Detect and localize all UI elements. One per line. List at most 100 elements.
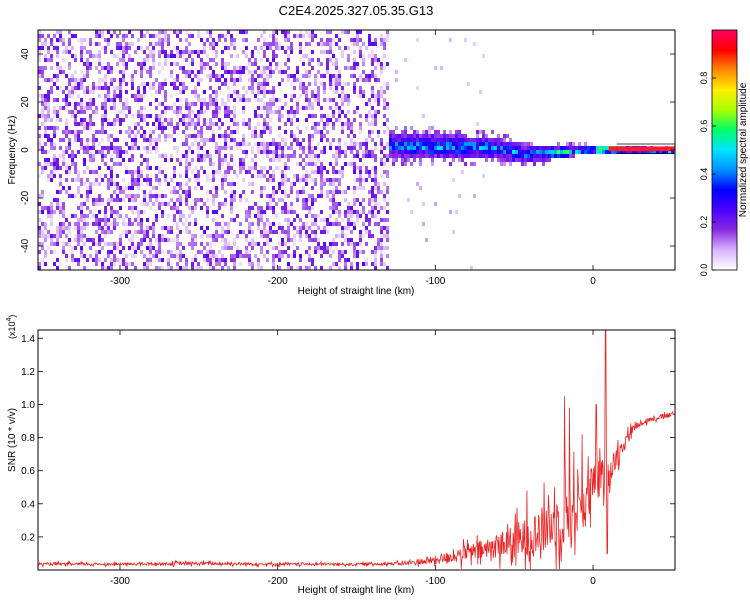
spectrogram-cell <box>482 54 485 58</box>
spectrogram-cell <box>212 130 215 134</box>
spectrogram-cell <box>230 190 233 194</box>
spectrogram-cell <box>128 58 131 62</box>
spectrogram-cell <box>218 222 221 226</box>
spectrogram-cell <box>140 222 143 226</box>
spectrogram-cell <box>281 178 284 182</box>
spectrogram-cell <box>104 206 107 210</box>
spectrogram-cell <box>242 190 245 194</box>
spectrogram-cell <box>335 66 338 70</box>
spectrogram-cell <box>206 126 209 130</box>
spectrogram-cell <box>95 214 98 218</box>
spectrogram-cell <box>404 154 407 158</box>
spectrogram-cell <box>302 34 305 38</box>
spectrogram-cell <box>299 146 302 150</box>
spectrogram-cell <box>38 138 41 142</box>
spectrogram-cell <box>272 50 275 54</box>
spectrogram-cell <box>572 154 575 158</box>
spectrogram-cell <box>173 102 176 106</box>
spectrogram-cell <box>38 234 41 238</box>
spectrogram-cell <box>119 234 122 238</box>
spectrogram-cell <box>263 118 266 122</box>
spectrogram-cell <box>569 154 572 158</box>
spectrogram-cell <box>164 34 167 38</box>
spectrogram-cell <box>269 194 272 198</box>
spectrogram-cell <box>173 186 176 190</box>
spectrogram-cell <box>296 174 299 178</box>
spectrogram-cell <box>374 258 377 262</box>
spectrogram-cell <box>302 138 305 142</box>
spectrogram-cell <box>188 74 191 78</box>
spectrogram-cell <box>335 186 338 190</box>
spectrogram-cell <box>92 258 95 262</box>
spectrogram-cell <box>374 122 377 126</box>
spectrogram-cell <box>314 34 317 38</box>
spectrogram-cell <box>125 50 128 54</box>
spectrogram-cell <box>170 266 173 270</box>
spectrogram-cell <box>56 46 59 50</box>
spectrogram-cell <box>338 170 341 174</box>
spectrogram-cell <box>473 150 476 154</box>
spectrogram-cell <box>377 246 380 250</box>
spectrogram-cell <box>257 50 260 54</box>
spectrogram-cell <box>260 194 263 198</box>
spectrogram-cell <box>278 82 281 86</box>
spectrogram-cell <box>359 178 362 182</box>
spectrogram-cell <box>353 86 356 90</box>
spectrogram-cell <box>50 170 53 174</box>
spectrogram-cell <box>533 150 536 154</box>
spectrogram-cell <box>155 218 158 222</box>
spectrogram-cell <box>278 62 281 66</box>
spectrogram-cell <box>212 114 215 118</box>
spectrogram-cell <box>461 142 464 146</box>
spectrogram-cell <box>332 114 335 118</box>
spectrogram-cell <box>44 118 47 122</box>
spectrogram-cell <box>341 50 344 54</box>
spectrogram-cell <box>359 74 362 78</box>
spectrogram-cell <box>293 218 296 222</box>
spectrogram-cell <box>347 54 350 58</box>
spectrogram-cell <box>140 134 143 138</box>
spectrogram-cell <box>257 262 260 266</box>
spectrogram-cell <box>269 126 272 130</box>
spectrogram-cell <box>284 102 287 106</box>
spectrogram-cell <box>146 230 149 234</box>
spectrogram-cell <box>329 198 332 202</box>
spectrogram-cell <box>257 38 260 42</box>
spectrogram-cell <box>239 158 242 162</box>
spectrogram-cell <box>530 146 533 150</box>
spectrogram-cell <box>341 170 344 174</box>
spectrogram-cell <box>344 82 347 86</box>
spectrogram-cell <box>71 162 74 166</box>
spectrogram-cell <box>224 102 227 106</box>
spectrogram-cell <box>233 266 236 270</box>
spectrogram-cell <box>407 134 410 138</box>
spectrogram-cell <box>206 242 209 246</box>
spectrogram-cell <box>119 162 122 166</box>
spectrogram-cell <box>194 202 197 206</box>
spectrogram-cell <box>119 46 122 50</box>
spectrogram-cell <box>284 34 287 38</box>
spectrogram-cell <box>38 134 41 138</box>
spectrogram-cell <box>239 170 242 174</box>
spectrogram-cell <box>311 230 314 234</box>
spectrogram-cell <box>473 146 476 150</box>
spectrogram-cell <box>110 106 113 110</box>
spectrogram-cell <box>53 154 56 158</box>
spectrogram-cell <box>113 118 116 122</box>
spectrogram-cell <box>329 42 332 46</box>
spectrogram-cell <box>347 162 350 166</box>
spectrogram-cell <box>41 102 44 106</box>
spectrogram-cell <box>125 230 128 234</box>
spectrogram-cell <box>224 78 227 82</box>
spectrogram-cell <box>77 134 80 138</box>
spectrogram-cell <box>116 150 119 154</box>
spectrogram-cell <box>56 54 59 58</box>
spectrogram-cell <box>212 46 215 50</box>
spectrogram-cell <box>191 242 194 246</box>
spectrogram-cell <box>341 30 344 34</box>
spectrogram-cell <box>41 42 44 46</box>
spectrogram-cell <box>83 214 86 218</box>
spectrogram-cell <box>317 58 320 62</box>
spectrogram-cell <box>368 134 371 138</box>
spectrogram-cell <box>500 138 503 142</box>
